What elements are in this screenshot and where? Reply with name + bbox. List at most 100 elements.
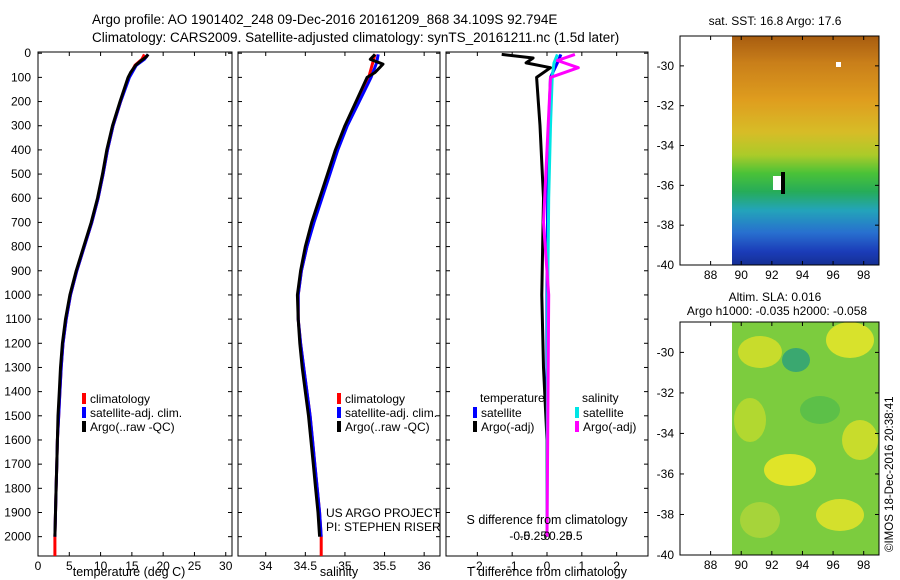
lon-tick-label: 94 (796, 268, 810, 282)
sla-blob (842, 420, 878, 460)
temperature-legend: climatology satellite-adj. clim. Argo(..… (82, 392, 182, 434)
s-tick-label: -0.25 (520, 529, 548, 543)
sst-field (732, 36, 879, 265)
lat-tick-label: -34 (657, 426, 675, 440)
x-tick-label: 0 (35, 559, 42, 573)
x-tick-label: 15 (125, 559, 139, 573)
lon-tick-label: 96 (826, 558, 840, 572)
lat-tick-label: -38 (657, 507, 675, 521)
salinity-profiles (295, 53, 385, 556)
depth-tick-label: 1300 (4, 360, 31, 374)
series-line-argo-raw-qc- (53, 53, 150, 537)
sla-blob (800, 396, 840, 424)
header-line-1: Argo profile: AO 1901402_248 09-Dec-2016… (92, 12, 558, 27)
x-tick-label: -1 (507, 559, 518, 573)
legend-swatch-argo (82, 421, 86, 432)
depth-tick-label: 1600 (4, 433, 31, 447)
temperature-profiles (53, 53, 150, 556)
s-tick-label: 0.5 (566, 529, 583, 543)
legend-swatch-satellite (337, 407, 341, 418)
sla-blob (782, 348, 810, 372)
depth-tick-label: 200 (11, 95, 31, 109)
difference-legend: temperature salinity satellite Argo(-adj… (473, 391, 636, 434)
x-tick-label: -2 (472, 559, 483, 573)
depth-tick-label: 700 (11, 215, 31, 229)
lon-tick-label: 92 (765, 268, 779, 282)
x-tick-label: 35 (338, 559, 352, 573)
header-line-2: Climatology: CARS2009. Satellite-adjuste… (92, 30, 620, 45)
lon-tick-label: 92 (765, 558, 779, 572)
depth-tick-label: 1500 (4, 409, 31, 423)
sst-map-frame (679, 35, 880, 266)
salinity-axes (237, 51, 441, 557)
legend-swatch-climatology (337, 393, 341, 404)
x-tick-label: 10 (94, 559, 108, 573)
temperature-x-axis: 0 5 10 15 20 25 30 (35, 52, 233, 573)
salinity-x-axis: 34 34.5 35 35.5 36 (259, 52, 431, 573)
depth-tick-label: 100 (11, 70, 31, 84)
depth-tick-label: 1200 (4, 336, 31, 350)
legend-label-satellite: satellite-adj. clim. (345, 406, 437, 420)
sst-map-title: sat. SST: 16.8 Argo: 17.6 (709, 14, 842, 28)
x-tick-label: 36 (417, 559, 431, 573)
sla-map: Altim. SLA: 0.016 Argo h1000: -0.035 h20… (657, 290, 880, 572)
legend-swatch-temp-argo (473, 421, 477, 432)
x-tick-label: 35.5 (373, 559, 397, 573)
x-tick-label: 34.5 (294, 559, 318, 573)
legend-title-temperature: temperature (480, 391, 545, 405)
legend-label-argo: Argo(..raw -QC) (345, 420, 430, 434)
lon-tick-label: 90 (735, 558, 749, 572)
lat-tick-label: -36 (657, 178, 675, 192)
salinity-xlabel: salinity (320, 565, 359, 579)
depth-tick-label: 400 (11, 143, 31, 157)
lat-tick-label: -38 (657, 218, 675, 232)
depth-tick-label: 2000 (4, 530, 31, 544)
series-line-temperature-argo-adj- (501, 52, 552, 537)
lat-tick-label: -32 (657, 386, 675, 400)
depth-tick-label: 0 (24, 46, 31, 60)
temperature-axes (37, 51, 233, 557)
x-tick-label: 25 (188, 559, 202, 573)
legend-swatch-temp-satellite (473, 407, 477, 418)
depth-tick-label: 1800 (4, 481, 31, 495)
depth-tick-label: 500 (11, 167, 31, 181)
legend-swatch-climatology (82, 393, 86, 404)
lon-tick-label: 94 (796, 558, 810, 572)
lon-tick-label: 88 (704, 558, 718, 572)
series-line-satellite-adj-clim- (296, 54, 380, 537)
depth-tick-label: 600 (11, 191, 31, 205)
legend-label-climatology: climatology (345, 392, 405, 406)
sst-map: sat. SST: 16.8 Argo: 17.6 88 90 92 94 96 98 -3… (657, 14, 880, 282)
lon-tick-label: 98 (857, 268, 871, 282)
lon-tick-label: 98 (857, 558, 871, 572)
series-line-argo-raw-qc- (295, 53, 385, 537)
legend-swatch-sal-argo (575, 421, 579, 432)
depth-axis: 0 100 200 300 400 500 600 700 800 900 1000 1100 1200… (4, 46, 648, 544)
depth-tick-label: 800 (11, 240, 31, 254)
legend-label-climatology: climatology (90, 392, 150, 406)
sst-texture (732, 36, 879, 265)
legend-label-argo: Argo(..raw -QC) (90, 420, 175, 434)
lat-tick-label: -40 (657, 548, 675, 562)
sla-blob (734, 398, 766, 442)
lat-tick-label: -32 (657, 99, 675, 113)
sst-map-ticks: 88 90 92 94 96 98 -30 -32 -34 -36 -38 -40 (657, 36, 879, 282)
difference-profiles (501, 52, 580, 537)
s-tick-label: 0 (544, 529, 551, 543)
temperature-xlabel: temperature (deg C) (73, 565, 186, 579)
legend-title-salinity: salinity (582, 391, 619, 405)
x-tick-label: 5 (66, 559, 73, 573)
series-line-climatology (296, 54, 377, 556)
sla-blob (738, 336, 782, 368)
difference-x-axis: -2 -1 0 1 2 (472, 52, 620, 573)
legend-swatch-satellite (82, 407, 86, 418)
s-tick-label: 0.25 (549, 529, 573, 543)
s-difference-label: S difference from climatology (467, 513, 629, 527)
x-tick-label: 1 (578, 559, 585, 573)
x-tick-label: 20 (156, 559, 170, 573)
depth-tick-label: 900 (11, 264, 31, 278)
legend-label-temp-argo: Argo(-adj) (481, 420, 534, 434)
depth-tick-label: 1100 (5, 312, 31, 326)
